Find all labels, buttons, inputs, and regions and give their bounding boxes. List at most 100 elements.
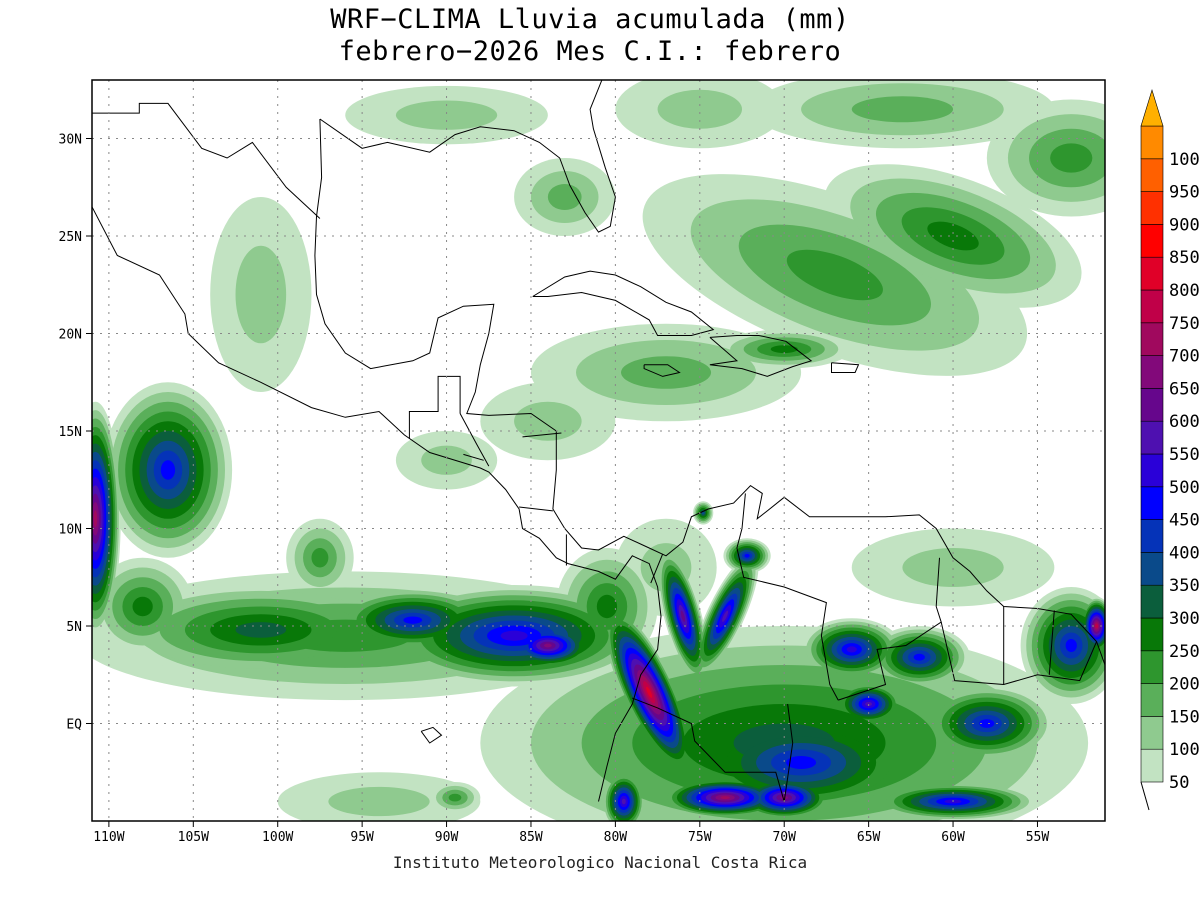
lon-axis: 110W 105W 100W 95W 90W 85W 80W 75W 70W 65W 60W 55W bbox=[93, 821, 1049, 845]
colorbar-swatch bbox=[1140, 256, 1164, 291]
colorbar-swatch bbox=[1140, 289, 1164, 324]
lon-tick-label: 60W bbox=[941, 830, 965, 845]
colorbar-swatch bbox=[1140, 683, 1164, 717]
coastline-segment bbox=[314, 118, 1105, 666]
rain-contour-700 bbox=[93, 510, 98, 528]
coastline-segment bbox=[783, 703, 794, 802]
map-title-line1: WRF−CLIMA Lluvia acumulada (mm) bbox=[330, 4, 850, 35]
colorbar-swatch bbox=[1140, 486, 1164, 520]
colorbar-label: 950 bbox=[1169, 183, 1200, 203]
lat-tick-label: EQ bbox=[66, 718, 82, 733]
coastline-segment bbox=[940, 621, 1098, 686]
lon-tick-label: 75W bbox=[688, 830, 712, 845]
colorbar-swatch bbox=[1140, 158, 1164, 192]
rain-contour-250 bbox=[927, 221, 979, 251]
rain-contour-450 bbox=[786, 756, 817, 769]
lon-tick-label: 90W bbox=[435, 830, 459, 845]
rain-contour-450 bbox=[160, 460, 176, 480]
coastline-segment bbox=[736, 493, 839, 701]
rain-contour-450 bbox=[744, 553, 750, 558]
lat-tick-label: 15N bbox=[59, 425, 82, 440]
coastline-segment bbox=[643, 364, 681, 377]
colorbar-label: 600 bbox=[1169, 412, 1200, 432]
colorbar-label: 350 bbox=[1169, 576, 1200, 596]
rain-contour-450 bbox=[913, 653, 925, 661]
rain-contour-150 bbox=[621, 356, 712, 389]
colorbar-label: 900 bbox=[1169, 215, 1200, 235]
map-frame bbox=[91, 79, 1106, 822]
colorbar-swatch bbox=[1140, 224, 1164, 258]
colorbar-label: 50 bbox=[1169, 773, 1189, 793]
colorbar-swatch bbox=[1140, 617, 1164, 652]
lat-tick-label: 10N bbox=[59, 523, 82, 538]
rain-contour-300 bbox=[235, 622, 287, 638]
map-title-line2: febrero−2026 Mes C.I.: febrero bbox=[338, 36, 842, 67]
colorbar-label: 300 bbox=[1169, 609, 1200, 629]
colorbar-label: 550 bbox=[1169, 445, 1200, 465]
rain-contour-550 bbox=[722, 610, 729, 622]
coastline-segment bbox=[463, 453, 484, 461]
rain-contour-150 bbox=[851, 96, 954, 123]
rain-contour-100 bbox=[657, 89, 743, 129]
colorbar: 50 100 150 200 250 300 350 400 450 500 550 600 650 70… bbox=[1140, 88, 1200, 811]
rain-contour-100 bbox=[902, 548, 1004, 587]
coastline-segment bbox=[632, 697, 785, 802]
rain-contour-200 bbox=[786, 249, 883, 301]
coastline-segment bbox=[519, 506, 553, 512]
lon-tick-label: 65W bbox=[857, 830, 881, 845]
rain-contour-500 bbox=[500, 630, 528, 641]
coastline-segment bbox=[650, 553, 664, 584]
colorbar-swatch bbox=[1140, 584, 1164, 619]
colorbar-swatch bbox=[1140, 716, 1164, 750]
colorbar-extend-top bbox=[1140, 88, 1164, 127]
colorbar-extend-bottom bbox=[1140, 781, 1150, 811]
coastline-segment bbox=[522, 432, 562, 438]
colorbar-label: 750 bbox=[1169, 314, 1200, 334]
lat-tick-label: 20N bbox=[59, 328, 82, 343]
coastlines bbox=[92, 80, 1105, 802]
rain-contour-200 bbox=[311, 548, 329, 568]
colorbar-label: 250 bbox=[1169, 642, 1200, 662]
rain-contour-100 bbox=[235, 245, 287, 344]
colorbar-swatch bbox=[1140, 552, 1164, 586]
colorbar-swatch bbox=[1140, 519, 1164, 553]
rain-contour-750 bbox=[1095, 624, 1099, 628]
colorbar-label: 850 bbox=[1169, 248, 1200, 268]
coastline-segment bbox=[532, 270, 715, 336]
colorbar-swatch bbox=[1140, 420, 1164, 455]
colorbar-swatch bbox=[1140, 191, 1164, 225]
rain-contour-100 bbox=[328, 786, 430, 817]
colorbar-swatch bbox=[1140, 125, 1164, 160]
rain-contour-550 bbox=[621, 798, 626, 805]
rain-contour-100 bbox=[421, 445, 472, 475]
colorbar-swatch bbox=[1140, 388, 1164, 422]
lon-tick-label: 85W bbox=[519, 830, 543, 845]
rain-contour-250 bbox=[132, 596, 153, 617]
colorbar-label: 650 bbox=[1169, 379, 1200, 399]
lat-axis: 30N 25N 20N 15N 10N 5N EQ bbox=[59, 133, 92, 733]
coastline-segment bbox=[92, 102, 321, 219]
coastline-segment bbox=[459, 413, 490, 467]
colorbar-swatch bbox=[1140, 650, 1164, 684]
rain-contour-500 bbox=[846, 646, 857, 653]
colorbar-swatch bbox=[1140, 748, 1164, 783]
rain-contour-650 bbox=[780, 795, 789, 800]
colorbar-label: 100 bbox=[1169, 740, 1200, 760]
rain-contour-450 bbox=[1065, 639, 1077, 652]
colorbar-label: 700 bbox=[1169, 347, 1200, 367]
coastline-segment bbox=[420, 726, 443, 744]
colorbar-label: 800 bbox=[1169, 281, 1200, 301]
colorbar-swatch bbox=[1140, 355, 1164, 389]
lon-tick-label: 80W bbox=[604, 830, 628, 845]
lat-tick-label: 5N bbox=[66, 620, 82, 635]
coastline-segment bbox=[1048, 610, 1055, 675]
rain-contour-200 bbox=[448, 793, 462, 802]
colorbar-label: 450 bbox=[1169, 511, 1200, 531]
rain-contour-650 bbox=[543, 643, 552, 648]
credit-label: Instituto Meteorologico Nacional Costa R… bbox=[392, 853, 808, 872]
rain-contour-100 bbox=[395, 100, 498, 130]
rain-contour-700 bbox=[720, 796, 730, 800]
rain-contour-450 bbox=[403, 616, 423, 624]
coastline-segment bbox=[838, 557, 942, 701]
